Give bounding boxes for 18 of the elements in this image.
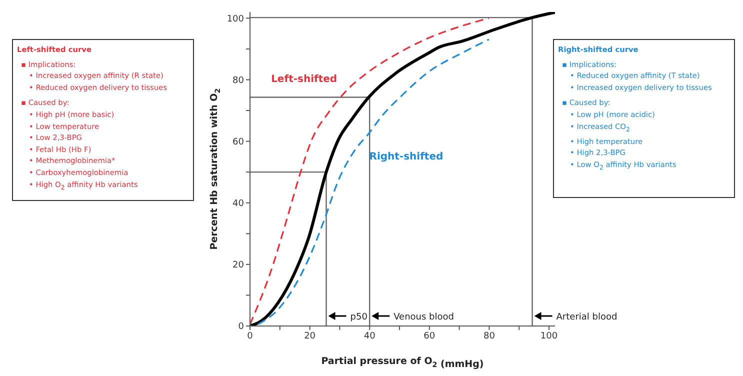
- x-tick-label: 40: [364, 331, 376, 342]
- y-tick-label: 60: [232, 137, 244, 148]
- y-tick-label: 0: [238, 322, 244, 332]
- x-tick-label: 0: [247, 331, 254, 342]
- x-tick-label: 100: [540, 331, 558, 342]
- x-tick-label: 80: [483, 331, 496, 342]
- y-tick-label: 100: [226, 14, 244, 24]
- ref-line-label: Arterial blood: [556, 312, 618, 322]
- ref-line-label: Venous blood: [394, 312, 454, 322]
- y-tick-label: 80: [232, 76, 244, 86]
- series-label: Right-shifted: [369, 152, 444, 163]
- y-tick-label: 20: [232, 260, 244, 271]
- series-label: Left-shifted: [271, 74, 338, 86]
- x-tick-label: 20: [304, 331, 316, 342]
- x-tick-label: 60: [424, 331, 436, 342]
- y-tick-label: 40: [232, 199, 244, 210]
- ref-line-label: p50: [350, 312, 368, 322]
- x-axis-title: Partial pressure of O$_{2}$ (mmHg): [321, 356, 484, 370]
